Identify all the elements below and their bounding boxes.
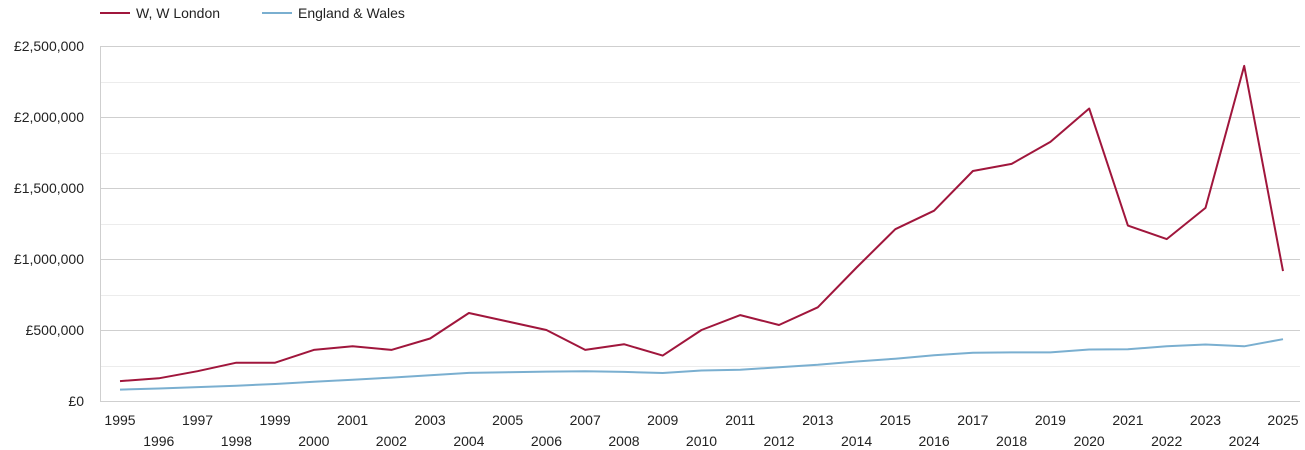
x-tick-label: 2019 xyxy=(1035,412,1066,428)
x-tick-label: 2013 xyxy=(802,412,833,428)
x-tick-label: 2003 xyxy=(415,412,446,428)
x-tick-label: 2020 xyxy=(1074,433,1105,449)
legend-label-w-w-london: W, W London xyxy=(136,5,220,21)
x-tick-label: 2018 xyxy=(996,433,1027,449)
x-tick-label: 1999 xyxy=(259,412,290,428)
x-tick-label: 2021 xyxy=(1112,412,1143,428)
x-tick-label: 1995 xyxy=(104,412,135,428)
series-lines xyxy=(119,64,1284,391)
x-tick-label: 2008 xyxy=(608,433,639,449)
x-tick-label: 2025 xyxy=(1267,412,1298,428)
y-tick-label: £2,000,000 xyxy=(14,109,84,125)
x-tick-label: 2012 xyxy=(763,433,794,449)
x-tick-label: 2000 xyxy=(298,433,329,449)
x-tick-label: 2009 xyxy=(647,412,678,428)
x-tick-label: 2015 xyxy=(880,412,911,428)
y-tick-label: £1,500,000 xyxy=(14,180,84,196)
x-tick-label: 2022 xyxy=(1151,433,1182,449)
x-axis: 1995 1996 1997 1998 1999 2000 2001 2002 2003 2004… xyxy=(104,412,1298,449)
x-tick-label: 1997 xyxy=(182,412,213,428)
y-axis: £0 £500,000 £1,000,000 £1,500,000 £2,000,000… xyxy=(14,38,101,409)
x-tick-label: 2004 xyxy=(453,433,484,449)
x-tick-label: 1998 xyxy=(221,433,252,449)
x-tick-label: 1996 xyxy=(143,433,174,449)
x-tick-label: 2014 xyxy=(841,433,872,449)
x-tick-label: 2024 xyxy=(1229,433,1260,449)
y-tick-label: £2,500,000 xyxy=(14,38,84,54)
x-tick-label: 2010 xyxy=(686,433,717,449)
x-tick-label: 2005 xyxy=(492,412,523,428)
legend-label-england-wales: England & Wales xyxy=(298,5,405,21)
x-tick-label: 2011 xyxy=(725,412,755,428)
legend: W, W London England & Wales xyxy=(100,5,405,21)
x-tick-label: 2001 xyxy=(337,412,368,428)
y-tick-label: £500,000 xyxy=(26,322,85,338)
x-tick-label: 2023 xyxy=(1190,412,1221,428)
series-line-w-w-london xyxy=(119,64,1284,383)
x-tick-label: 2006 xyxy=(531,433,562,449)
grid xyxy=(100,46,1300,402)
series-line-england-wales xyxy=(119,338,1284,391)
x-tick-label: 2016 xyxy=(919,433,950,449)
y-tick-label: £1,000,000 xyxy=(14,251,84,267)
y-tick-label: £0 xyxy=(68,393,84,409)
x-tick-label: 2002 xyxy=(376,433,407,449)
x-tick-label: 2007 xyxy=(570,412,601,428)
x-tick-label: 2017 xyxy=(957,412,988,428)
